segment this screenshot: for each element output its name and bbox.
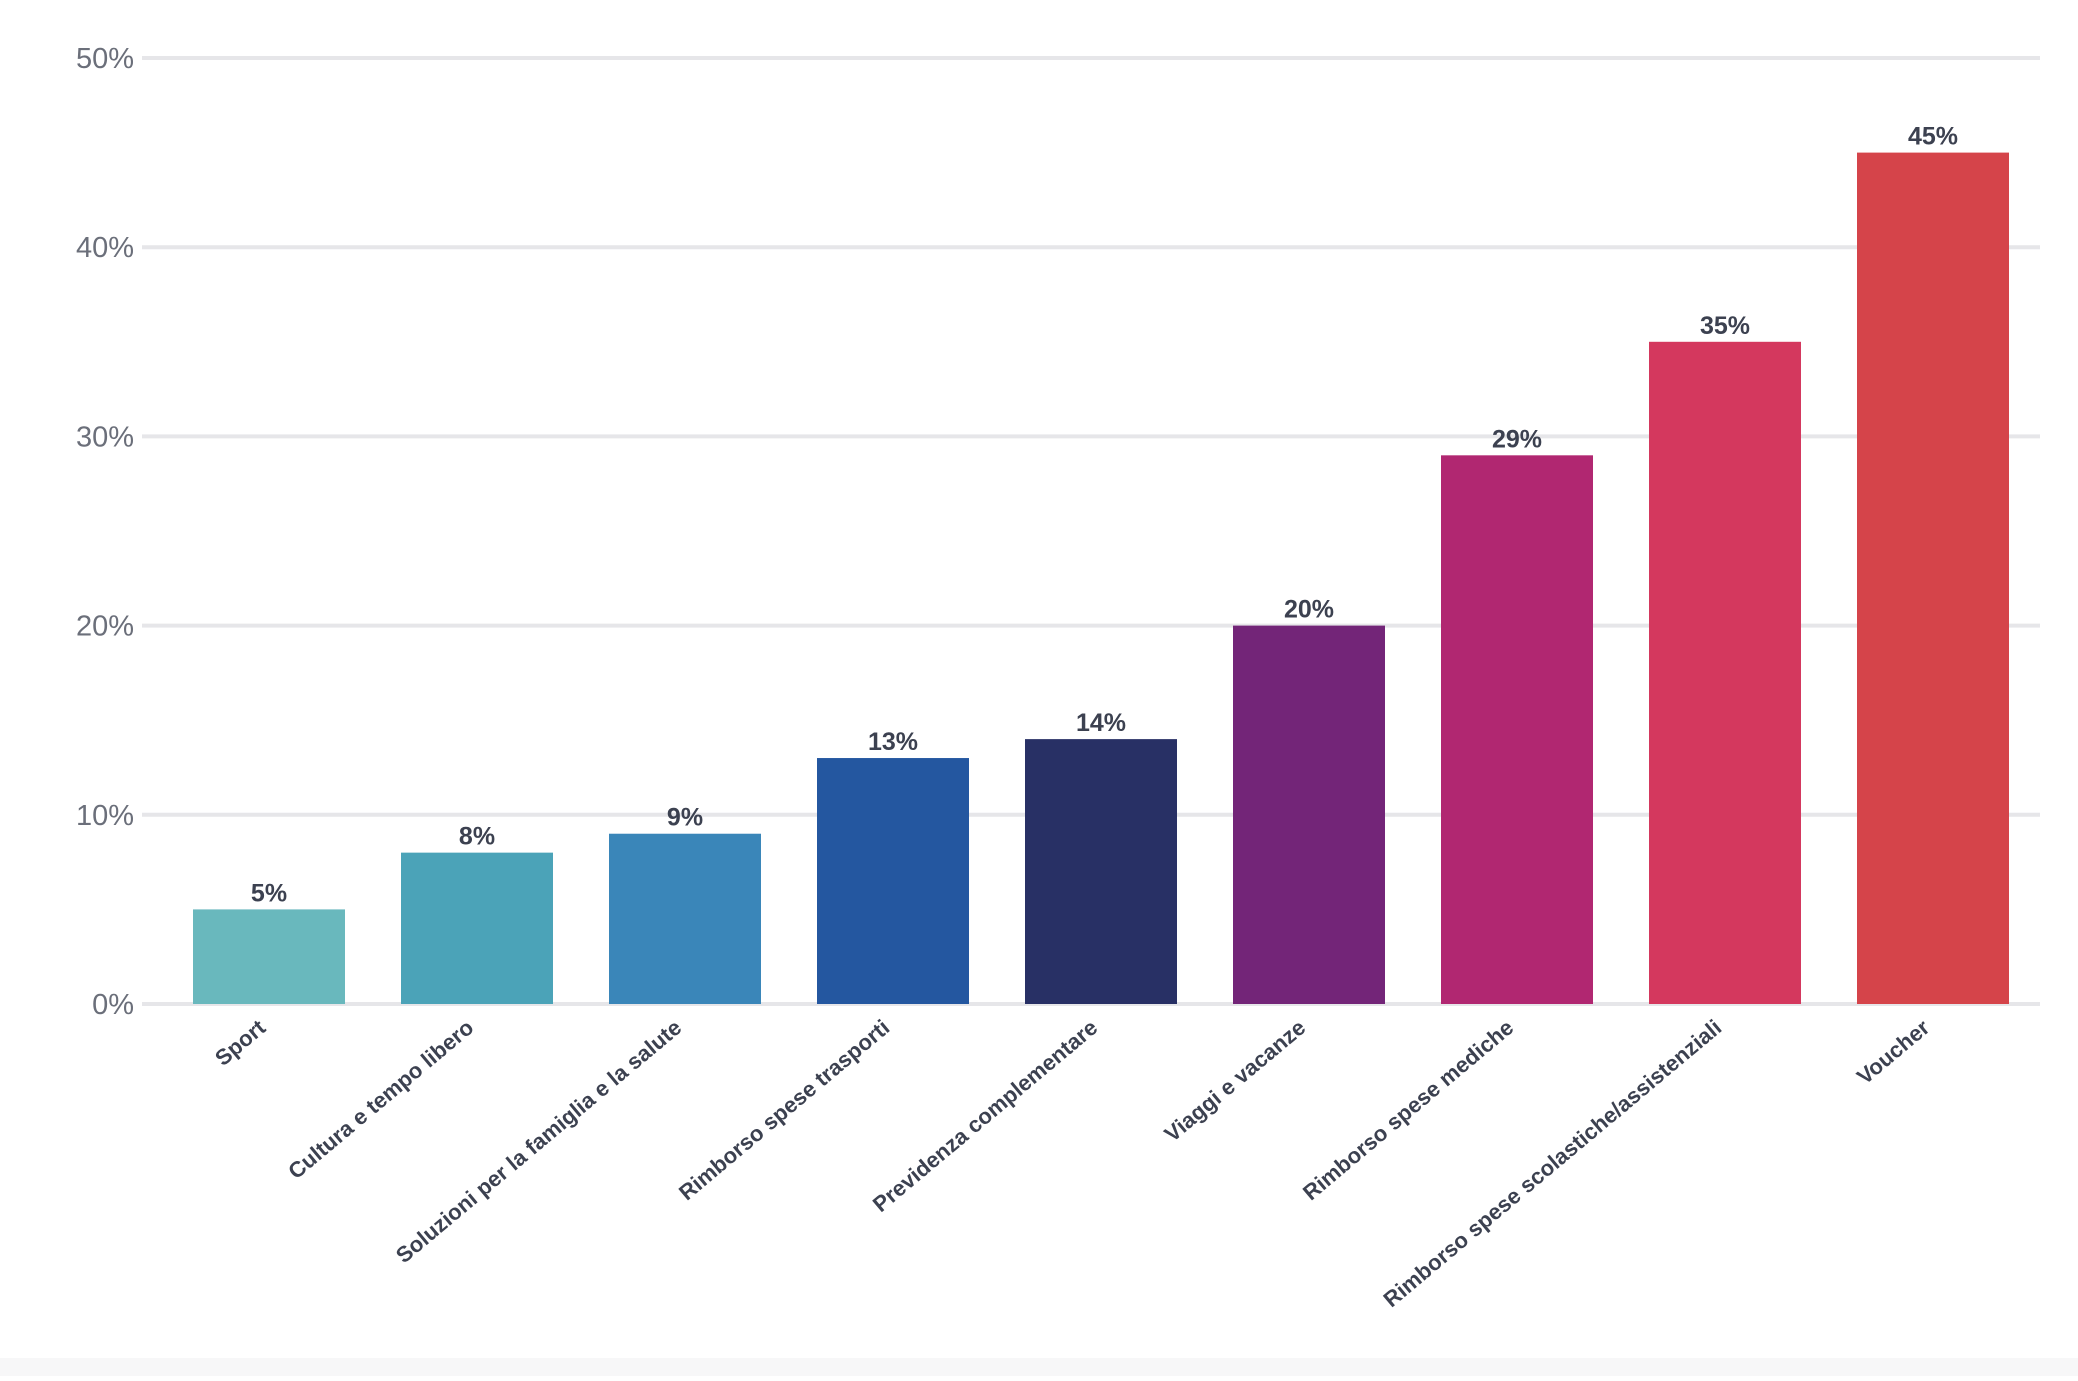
bar-sport bbox=[193, 909, 345, 1004]
value-label: 29% bbox=[1492, 425, 1542, 453]
bar-viaggi-e-vacanze bbox=[1233, 625, 1385, 1004]
x-tick-label: Cultura e tempo libero bbox=[283, 1015, 478, 1184]
value-label: 45% bbox=[1908, 123, 1958, 151]
y-tick-label: 20% bbox=[76, 611, 134, 643]
x-tick-label: Rimborso spese scolastiche/assistenziali bbox=[1379, 1015, 1727, 1312]
y-tick-label: 10% bbox=[76, 800, 134, 832]
y-tick-label: 30% bbox=[76, 421, 134, 453]
x-tick-label: Rimborso spese trasporti bbox=[674, 1015, 894, 1205]
y-tick-label: 0% bbox=[92, 989, 134, 1021]
bar-rimborso-spese-mediche bbox=[1441, 455, 1593, 1004]
y-axis-ticks: 0% 10% 20% 30% 40% 50% bbox=[76, 43, 134, 1021]
value-label: 20% bbox=[1284, 596, 1334, 624]
value-label: 5% bbox=[251, 879, 287, 907]
value-label: 9% bbox=[667, 804, 703, 832]
bar-cultura-e-tempo-libero bbox=[401, 852, 553, 1004]
value-label: 14% bbox=[1076, 709, 1126, 737]
value-labels: 5% 8% 9% 13% 14% 20% 29% 35% 45% bbox=[251, 123, 1958, 908]
x-tick-label: Previdenza complementare bbox=[868, 1015, 1102, 1217]
value-label: 13% bbox=[868, 728, 918, 756]
bars bbox=[193, 152, 2009, 1005]
bar-voucher bbox=[1857, 152, 2009, 1005]
x-tick-label: Voucher bbox=[1852, 1014, 1935, 1089]
x-tick-label: Rimborso spese mediche bbox=[1298, 1015, 1518, 1205]
x-tick-label: Viaggi e vacanze bbox=[1160, 1015, 1311, 1147]
value-label: 35% bbox=[1700, 312, 1750, 340]
bar-rimborso-spese-trasporti bbox=[817, 758, 969, 1004]
bar-rimborso-spese-scolastiche-assistenziali bbox=[1649, 341, 1801, 1004]
bar-soluzioni-per-la-famiglia-e-la-salute bbox=[609, 833, 761, 1004]
value-label: 8% bbox=[459, 823, 495, 851]
bar-previdenza-complementare bbox=[1025, 739, 1177, 1004]
x-tick-label: Sport bbox=[210, 1014, 271, 1071]
y-tick-label: 50% bbox=[76, 43, 134, 75]
y-tick-label: 40% bbox=[76, 232, 134, 264]
footer-strip bbox=[0, 1358, 2078, 1376]
